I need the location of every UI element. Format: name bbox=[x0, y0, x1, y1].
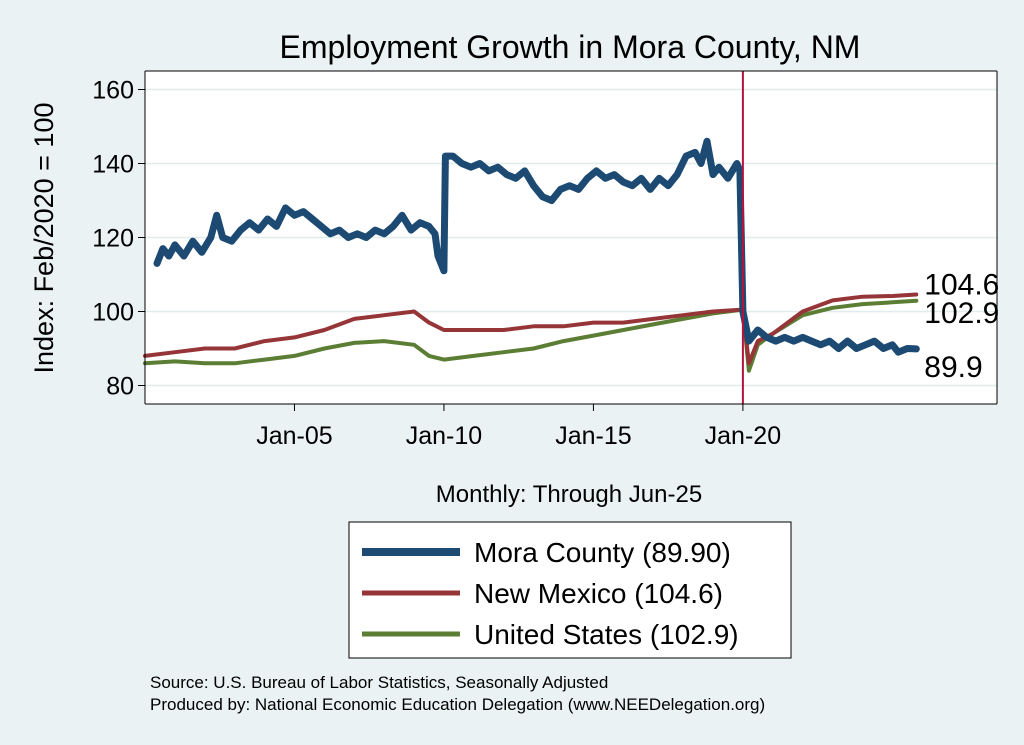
legend-label: Mora County (89.90) bbox=[474, 537, 731, 568]
gridlines bbox=[145, 88, 997, 387]
y-tick-label: 80 bbox=[106, 373, 134, 401]
y-tick-label: 160 bbox=[92, 77, 134, 105]
y-axis-ticks: 80 100 120 140 160 bbox=[92, 77, 145, 401]
legend-label: United States (102.9) bbox=[474, 619, 739, 650]
x-tick-label: Jan-15 bbox=[555, 422, 631, 450]
y-tick-label: 140 bbox=[92, 151, 134, 179]
end-label-mora-county: 89.9 bbox=[924, 351, 982, 384]
x-axis-ticks: Jan-05 Jan-10 Jan-15 Jan-20 bbox=[256, 404, 781, 450]
producer-note: Produced by: National Economic Education… bbox=[150, 695, 765, 714]
series-lines bbox=[143, 137, 920, 373]
legend: Mora County (89.90) New Mexico (104.6) Uni… bbox=[348, 521, 792, 659]
x-tick-label: Jan-10 bbox=[406, 422, 482, 450]
end-label-united-states: 102.9 bbox=[924, 297, 999, 330]
y-axis-label: Index: Feb/2020 = 100 bbox=[29, 103, 59, 374]
end-label-new-mexico: 104.6 bbox=[924, 268, 999, 301]
x-axis-label: Monthly: Through Jun-25 bbox=[436, 481, 702, 508]
series-line-new-mexico bbox=[143, 292, 919, 366]
source-note: Source: U.S. Bureau of Labor Statistics,… bbox=[150, 673, 608, 692]
series-line-mora-county bbox=[153, 137, 920, 356]
chart-title: Employment Growth in Mora County, NM bbox=[280, 29, 861, 65]
x-tick-label: Jan-20 bbox=[705, 422, 781, 450]
y-tick-label: 100 bbox=[92, 299, 134, 327]
y-tick-label: 120 bbox=[92, 225, 134, 253]
legend-label: New Mexico (104.6) bbox=[474, 578, 723, 609]
x-tick-label: Jan-05 bbox=[256, 422, 332, 450]
